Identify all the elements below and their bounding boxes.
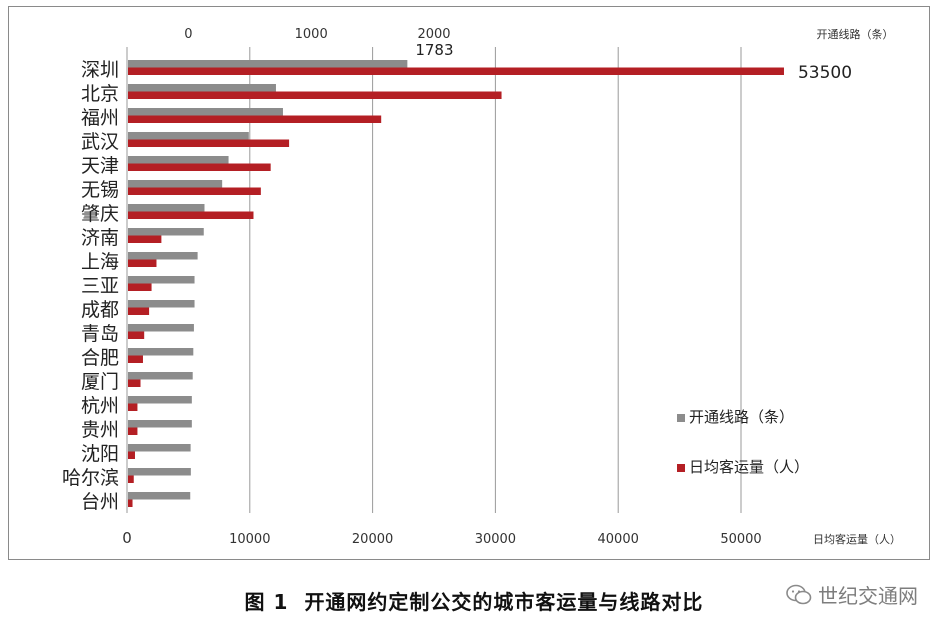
bar-routes	[128, 180, 223, 188]
bar-passengers	[128, 451, 135, 459]
category-label: 武汉	[81, 131, 119, 153]
category-label: 厦门	[81, 371, 119, 393]
bar-passengers	[128, 331, 145, 339]
legend-label: 开通线路（条）	[689, 408, 794, 426]
bottom-axis-tick-label: 0	[122, 529, 132, 547]
bar-chart: 0 1000 2000 开通线路（条） 0 10000 20000 30000 40000 500…	[62, 27, 901, 547]
bar-routes	[128, 252, 198, 260]
bar-passengers	[128, 427, 138, 435]
bottom-axis-tick-label: 50000	[720, 532, 761, 547]
figure-title: 开通网约定制公交的城市客运量与线路对比	[304, 590, 704, 614]
bottom-axis-tick-label: 20000	[352, 532, 393, 547]
category-label: 哈尔滨	[62, 467, 119, 489]
bar-passengers	[128, 67, 784, 75]
bar-passengers	[128, 355, 143, 363]
bar-routes	[128, 444, 191, 452]
bottom-axis-tick-label: 30000	[475, 532, 516, 547]
bar-passengers	[128, 259, 157, 267]
wechat-icon	[786, 584, 812, 604]
category-label: 三亚	[81, 275, 119, 297]
category-label: 成都	[81, 299, 119, 321]
bar-passengers	[128, 283, 152, 291]
category-label: 青岛	[81, 323, 119, 345]
category-label: 沈阳	[81, 443, 119, 465]
bar-passengers	[128, 115, 382, 123]
bar-passengers	[128, 379, 141, 387]
category-label: 肇庆	[81, 203, 119, 225]
chart-frame: 0 1000 2000 开通线路（条） 0 10000 20000 30000 40000 500…	[8, 6, 930, 560]
category-label: 天津	[81, 155, 119, 177]
bar-passengers	[128, 163, 271, 171]
bottom-axis-tick-label: 10000	[229, 532, 270, 547]
category-label: 深圳	[81, 59, 119, 81]
bar-routes	[128, 228, 204, 236]
watermark-text: 世纪交通网	[818, 584, 918, 608]
bar-passengers	[128, 211, 254, 219]
bar-passengers	[128, 235, 162, 243]
top-axis-label: 开通线路（条）	[817, 27, 894, 41]
bar-routes	[128, 276, 195, 284]
legend-label: 日均客运量（人）	[689, 458, 809, 476]
bar-routes	[128, 108, 283, 116]
figure-number: 图 1	[244, 590, 289, 614]
legend-swatch	[677, 414, 685, 422]
legend-swatch	[677, 464, 685, 472]
top-axis-tick-label: 0	[184, 27, 192, 42]
category-label: 贵州	[81, 419, 119, 441]
bar-passengers	[128, 91, 502, 99]
category-label: 合肥	[81, 347, 119, 369]
category-label: 杭州	[81, 395, 119, 417]
bar-routes	[128, 468, 191, 476]
category-label: 无锡	[81, 179, 119, 201]
bar-routes	[128, 300, 195, 308]
top-axis-tick-label: 1000	[295, 27, 328, 42]
category-label: 上海	[81, 251, 119, 273]
figure-caption: 图 1 开通网约定制公交的城市客运量与线路对比	[0, 586, 940, 615]
data-label-routes: 1783	[415, 41, 453, 59]
watermark: 世纪交通网	[786, 580, 918, 609]
bar-passengers	[128, 139, 290, 147]
bar-passengers	[128, 475, 134, 483]
category-label: 福州	[81, 107, 119, 129]
bar-routes	[128, 60, 408, 68]
bottom-axis-tick-label: 40000	[598, 532, 639, 547]
bar-routes	[128, 204, 205, 212]
bar-routes	[128, 132, 249, 140]
bottom-axis-label: 日均客运量（人）	[813, 532, 901, 546]
category-label: 台州	[81, 491, 119, 513]
bar-routes	[128, 372, 193, 380]
bar-routes	[128, 420, 192, 428]
data-label-passengers: 53500	[798, 63, 852, 83]
top-axis-tick-label: 2000	[417, 27, 450, 42]
category-label: 济南	[81, 227, 119, 249]
bar-routes	[128, 396, 192, 404]
category-label: 北京	[81, 83, 119, 105]
bar-passengers	[128, 499, 133, 507]
bar-passengers	[128, 403, 138, 411]
bar-routes	[128, 324, 194, 332]
bar-passengers	[128, 307, 150, 315]
bar-routes	[128, 348, 194, 356]
bar-routes	[128, 492, 191, 500]
bar-passengers	[128, 187, 261, 195]
bar-routes	[128, 84, 276, 92]
bar-routes	[128, 156, 229, 164]
